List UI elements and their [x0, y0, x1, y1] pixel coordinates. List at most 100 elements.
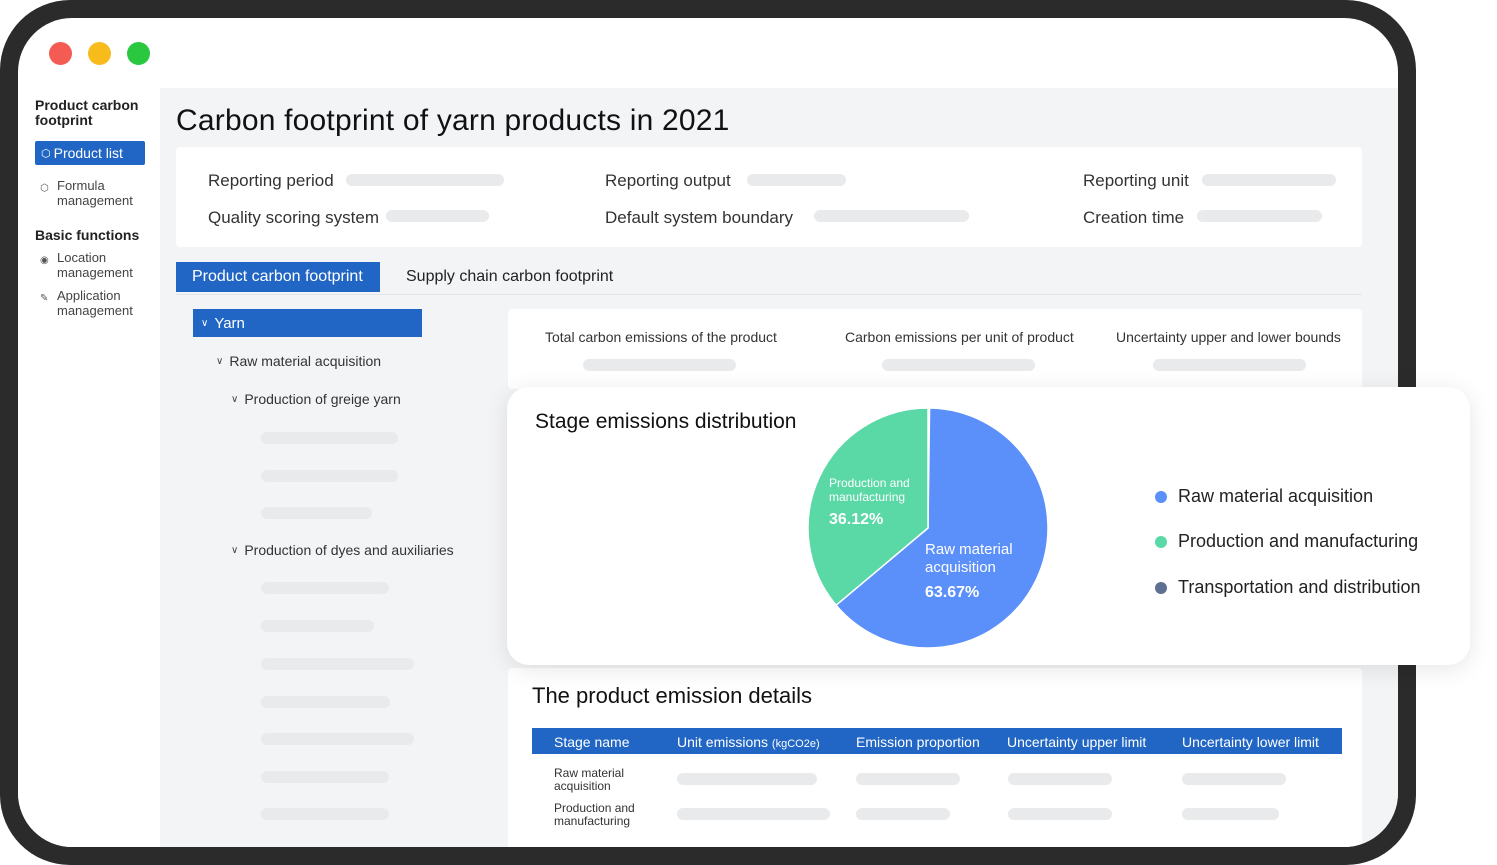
default-boundary-label: Default system boundary — [605, 208, 794, 227]
table-cell-placeholder — [1008, 808, 1112, 820]
tab-supply-chain-carbon-footprint[interactable]: Supply chain carbon footprint — [406, 268, 614, 285]
close-window-button[interactable] — [49, 42, 72, 65]
tree-placeholder — [261, 507, 372, 519]
chevron-down-icon: ∨ — [231, 393, 239, 405]
slice-pct-raw: 63.67% — [925, 584, 979, 601]
chevron-down-icon: ∨ — [201, 317, 209, 329]
pie-slice-raw-material — [835, 407, 1049, 649]
legend-label: Production and manufacturing — [1178, 531, 1419, 551]
sidebar-item-label: Product list — [53, 145, 123, 161]
tree-node-label: Raw material acquisition — [229, 353, 382, 369]
column-uncertainty-upper: Uncertainty upper limit — [1007, 734, 1147, 750]
details-title: The product emission details — [532, 683, 813, 708]
column-emission-proportion: Emission proportion — [856, 734, 980, 750]
slice-label-production-line2: manufacturing — [829, 490, 905, 504]
emission-details-panel: The product emission details Stage name … — [508, 668, 1362, 847]
column-stage-name: Stage name — [554, 734, 630, 750]
reporting-output-value — [747, 174, 846, 186]
stage-emissions-card: Stage emissions distribution Production … — [507, 387, 1470, 665]
tree-placeholder — [261, 582, 389, 594]
sidebar-item-label: Location management — [57, 250, 133, 280]
report-info-panel: Reporting period Reporting output Report… — [176, 147, 1362, 247]
uncertainty-bounds-value — [1153, 359, 1306, 371]
column-unit-emissions: Unit emissions (kgCO2e) — [677, 734, 820, 750]
legend-label: Raw material acquisition — [1178, 486, 1374, 506]
tree-placeholder — [261, 658, 414, 670]
tab-bar: Product carbon footprint Supply chain ca… — [176, 261, 1362, 295]
tree-placeholder — [261, 470, 398, 482]
legend-label: Transportation and distribution — [1178, 577, 1421, 597]
emission-stats-panel: Total carbon emissions of the product Ca… — [508, 309, 1362, 389]
legend-swatch — [1155, 581, 1167, 594]
slice-pct-production: 36.12% — [829, 511, 883, 528]
page-title: Carbon footprint of yarn products in 202… — [176, 104, 730, 137]
table-cell-placeholder — [856, 773, 960, 785]
tree-placeholder — [261, 808, 389, 820]
legend-swatch — [1155, 490, 1167, 503]
tree-placeholder — [261, 620, 374, 632]
table-cell-placeholder — [677, 808, 830, 820]
tree-placeholder — [261, 432, 398, 444]
stage-card-title: Stage emissions distribution — [535, 410, 797, 433]
per-unit-emissions-label: Carbon emissions per unit of product — [845, 329, 1074, 345]
tree-placeholder — [261, 733, 414, 745]
total-emissions-label: Total carbon emissions of the product — [545, 329, 777, 345]
location-pin-icon: ◉ — [40, 255, 49, 266]
table-cell-placeholder — [1008, 773, 1112, 785]
slice-label-production-line1: Production and — [829, 476, 910, 490]
table-cell-placeholder — [1182, 773, 1286, 785]
reporting-unit-label: Reporting unit — [1083, 171, 1189, 190]
details-table-header: Stage name Unit emissions (kgCO2e) Emiss… — [532, 728, 1342, 754]
tree-node-dyes-auxiliaries[interactable]: ∨ Production of dyes and auxiliaries — [231, 542, 454, 558]
tree-node-label: Production of greige yarn — [244, 391, 401, 407]
reporting-unit-value — [1202, 174, 1336, 186]
reporting-period-value — [346, 174, 504, 186]
legend-item-production: Production and manufacturing — [1155, 531, 1418, 552]
maximize-window-button[interactable] — [127, 42, 150, 65]
quality-scoring-value — [386, 210, 489, 222]
edit-icon: ✎ — [40, 293, 49, 304]
creation-time-value — [1197, 210, 1322, 222]
table-row-stage: Production and manufacturing — [554, 801, 635, 828]
pie-slice-production — [807, 407, 929, 607]
sidebar: Product carbon footprint ⬡ Product list … — [18, 88, 160, 847]
tree-node-label: Yarn — [214, 314, 245, 332]
table-cell-placeholder — [677, 773, 817, 785]
reporting-output-label: Reporting output — [605, 171, 731, 190]
total-emissions-value — [583, 359, 736, 371]
tree-node-raw-material[interactable]: ∨ Raw material acquisition — [216, 353, 381, 369]
reporting-period-label: Reporting period — [208, 171, 334, 190]
tree-node-yarn[interactable]: ∨ Yarn — [193, 309, 422, 337]
legend-item-transportation: Transportation and distribution — [1155, 577, 1420, 598]
tab-product-carbon-footprint[interactable]: Product carbon footprint — [176, 262, 380, 292]
tree-node-label: Production of dyes and auxiliaries — [244, 542, 454, 558]
chevron-down-icon: ∨ — [231, 544, 239, 556]
quality-scoring-label: Quality scoring system — [208, 208, 379, 227]
sidebar-item-product-list[interactable]: ⬡ Product list — [35, 141, 145, 165]
tree-placeholder — [261, 696, 390, 708]
hexagon-icon: ⬡ — [41, 147, 51, 160]
table-cell-placeholder — [1182, 808, 1279, 820]
legend-item-raw-material: Raw material acquisition — [1155, 486, 1373, 507]
sidebar-item-formula-management[interactable]: ⬡ Formula management — [40, 178, 147, 208]
minimize-window-button[interactable] — [88, 42, 111, 65]
legend-swatch — [1155, 535, 1167, 548]
sidebar-item-label: Formula management — [57, 178, 133, 208]
chevron-down-icon: ∨ — [216, 355, 224, 367]
hexagon-icon: ⬡ — [40, 183, 49, 194]
creation-time-label: Creation time — [1083, 208, 1185, 227]
tree-node-greige-yarn[interactable]: ∨ Production of greige yarn — [231, 391, 401, 407]
slice-label-raw-line2: acquisition — [925, 559, 996, 576]
sidebar-section-product-carbon-footprint: Product carbon footprint — [35, 97, 139, 128]
table-cell-placeholder — [856, 808, 950, 820]
sidebar-item-application-management[interactable]: ✎ Application management — [40, 288, 147, 318]
sidebar-item-label: Application management — [57, 288, 133, 318]
default-boundary-value — [814, 210, 969, 222]
sidebar-item-location-management[interactable]: ◉ Location management — [40, 250, 147, 280]
sidebar-section-basic-functions: Basic functions — [35, 227, 140, 243]
uncertainty-bounds-label: Uncertainty upper and lower bounds — [1116, 329, 1341, 345]
stage-pie-chart: Production and manufacturing 36.12% Raw … — [807, 407, 1049, 649]
column-uncertainty-lower: Uncertainty lower limit — [1182, 734, 1319, 750]
slice-label-raw-line1: Raw material — [925, 541, 1013, 558]
per-unit-emissions-value — [882, 359, 1035, 371]
